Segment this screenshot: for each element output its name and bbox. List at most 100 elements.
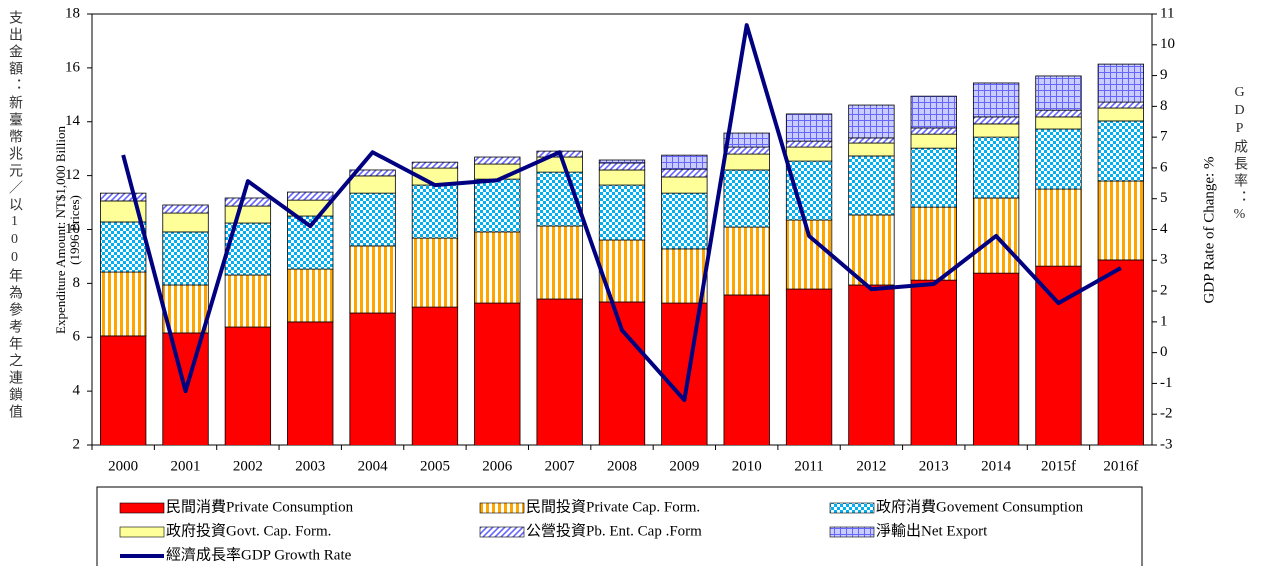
x-tick-label: 2011 (794, 458, 823, 474)
bar-segment (661, 192, 708, 250)
bar-segment (661, 176, 708, 194)
y-tick-label: 14 (65, 113, 81, 129)
bar-segment (910, 206, 957, 281)
y2-tick-label: 11 (1160, 5, 1174, 21)
bar-segment (598, 184, 646, 241)
y-tick-label: 16 (65, 59, 81, 75)
bar-segment (972, 136, 1020, 199)
y-tick-label: 6 (73, 329, 81, 345)
bar-segment (162, 231, 209, 286)
bar-segment (100, 271, 147, 337)
x-tick-label: 2003 (295, 458, 325, 474)
x-tick-label: 2001 (171, 458, 201, 474)
bar-segment (224, 205, 272, 224)
bar-segment (848, 104, 895, 139)
bar-segment (1035, 109, 1082, 118)
bar-segment (536, 225, 583, 300)
y2-tick-label: 4 (1160, 221, 1168, 237)
y2-tick-label: 8 (1160, 98, 1168, 114)
legend-label: 政府消費Govement Consumption (876, 498, 1084, 515)
x-tick-label: 2010 (732, 458, 762, 474)
bar-segment (536, 298, 583, 445)
bar-segment (723, 132, 770, 148)
bar-segment (785, 113, 833, 142)
legend-label: 民間消費Private Consumption (166, 498, 354, 515)
bar-segment (349, 312, 396, 445)
bar-segment (287, 191, 334, 201)
bar-segment (661, 248, 708, 304)
x-tick-label: 2016f (1103, 458, 1138, 474)
bar-segment (910, 279, 957, 445)
bar-segment (910, 95, 957, 129)
bar-segment (848, 137, 895, 144)
legend-swatch (829, 526, 875, 538)
legend-swatch (829, 502, 875, 514)
x-tick-label: 2012 (856, 458, 886, 474)
bar-segment (785, 140, 833, 148)
bar-segment (723, 226, 770, 296)
bar-segment (474, 156, 521, 165)
bar-segment (349, 245, 396, 314)
bar-segment (411, 306, 459, 445)
bar-segment (972, 82, 1020, 118)
bar-segment (1035, 116, 1082, 130)
bar-segment (723, 146, 770, 155)
legend-label: 淨輸出Net Export (876, 522, 988, 539)
bar-segment (411, 184, 459, 239)
x-tick-label: 2006 (482, 458, 513, 474)
bar-segment (661, 154, 708, 170)
bar-segment (910, 127, 957, 135)
bar-segment (661, 302, 708, 445)
bar-segment (598, 159, 646, 164)
bar-segment (661, 168, 708, 178)
y2-tick-label: -2 (1160, 406, 1173, 422)
bar-segment (1097, 107, 1144, 122)
bar-segment (785, 146, 833, 162)
x-tick-label: 2002 (233, 458, 263, 474)
legend-label: 民間投資Private Cap. Form. (526, 498, 700, 515)
bar-segment (100, 221, 147, 273)
y-tick-label: 4 (73, 383, 81, 399)
bar-segment (598, 169, 646, 186)
x-tick-label: 2014 (981, 458, 1012, 474)
y2-tick-label: 1 (1160, 313, 1168, 329)
y2-tick-label: 3 (1160, 252, 1168, 268)
bar-segment (474, 178, 521, 233)
x-tick-label: 2008 (607, 458, 637, 474)
bar-segment (723, 169, 770, 228)
y2-tick-label: -3 (1160, 436, 1173, 452)
bar-segment (474, 231, 521, 304)
bar-segment (1035, 128, 1082, 190)
legend-swatch (479, 502, 525, 514)
bar-segment (1097, 120, 1144, 182)
bar-segment (598, 162, 646, 171)
y-tick-label: 8 (73, 275, 81, 291)
y-tick-label: 2 (73, 436, 81, 452)
x-tick-label: 2015f (1041, 458, 1076, 474)
y2-tick-label: 2 (1160, 283, 1168, 299)
bar-segment (848, 142, 895, 157)
bar-segment (972, 116, 1020, 125)
bars (100, 63, 1144, 445)
y2-tick-label: 0 (1160, 344, 1168, 360)
right-note: GDP成長率：% (1232, 85, 1247, 225)
bar-segment (1035, 188, 1082, 267)
bar-segment (1097, 63, 1144, 103)
bar-segment (598, 239, 646, 303)
legend-swatch (479, 526, 525, 538)
bar-segment (536, 171, 583, 227)
y2-tick-label: -1 (1160, 375, 1173, 391)
bar-segment (411, 161, 459, 169)
bar-segment (1097, 180, 1144, 261)
bar-segment (848, 214, 895, 286)
bar-segment (910, 147, 957, 208)
legend-label: 經濟成長率GDP Growth Rate (166, 546, 352, 563)
bar-segment (1097, 101, 1144, 109)
x-tick-label: 2013 (919, 458, 949, 474)
y2-tick-label: 10 (1160, 36, 1175, 52)
legend-label: 公營投資Pb. Ent. Cap .Form (526, 522, 702, 539)
y-tick-label: 10 (65, 221, 80, 237)
bar-segment (287, 321, 334, 445)
